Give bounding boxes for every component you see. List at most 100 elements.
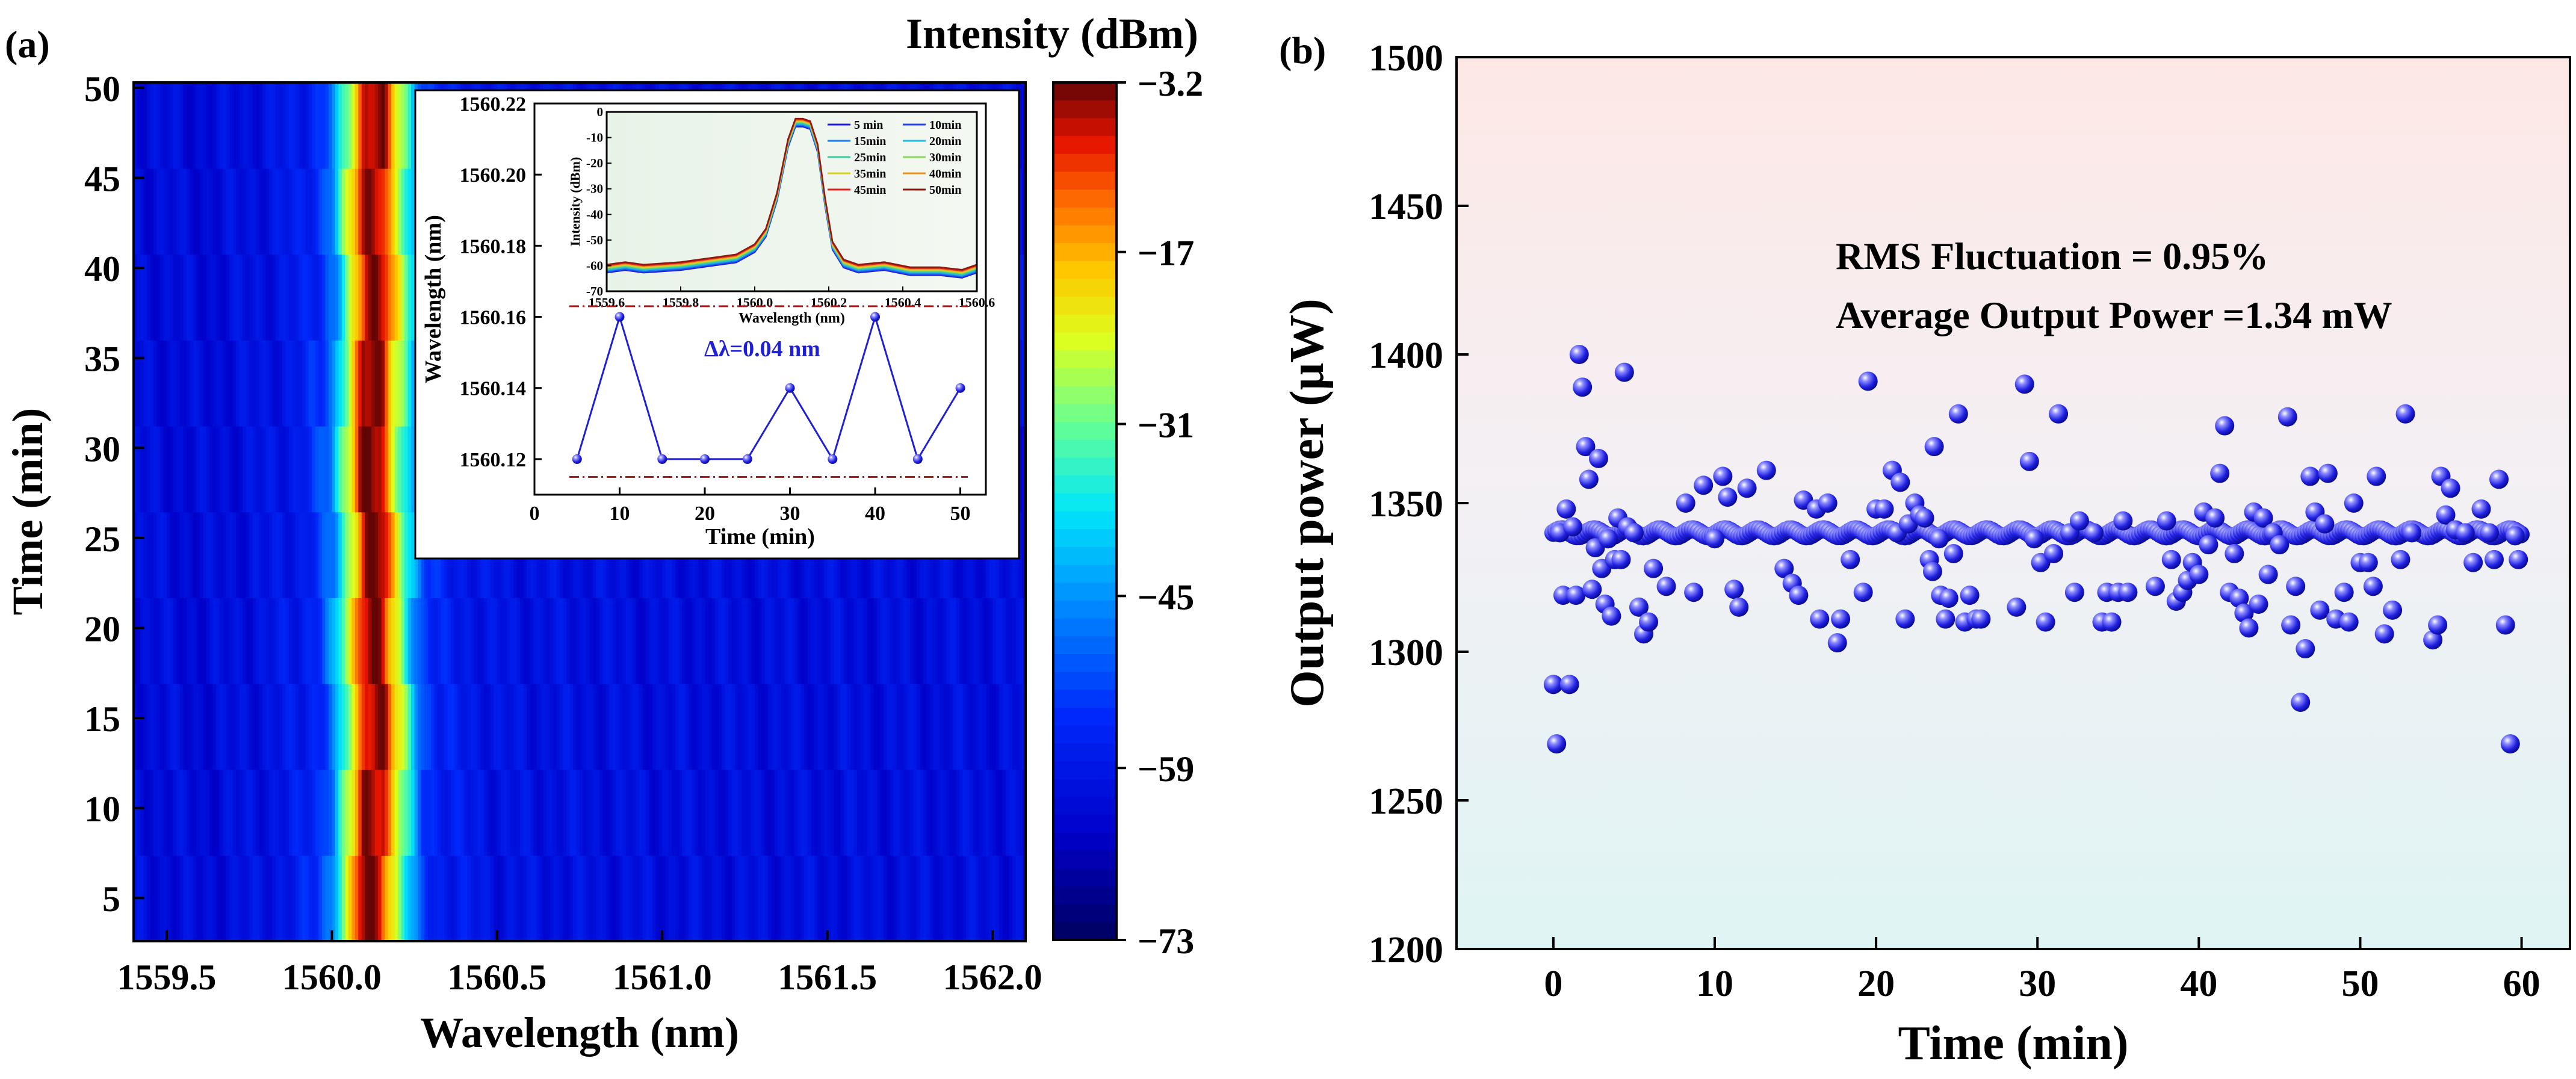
scatter-x-tick-label: 0 bbox=[1544, 963, 1562, 1004]
heatmap-cell bbox=[675, 598, 680, 684]
heatmap-cell bbox=[771, 855, 775, 941]
heatmap-cell bbox=[457, 769, 462, 856]
heatmap-cell bbox=[134, 769, 138, 856]
spectrum-legend-label: 40min bbox=[929, 167, 961, 181]
heatmap-cell bbox=[361, 855, 366, 941]
heatmap-cell bbox=[404, 769, 409, 856]
heatmap-cell bbox=[831, 855, 835, 941]
heatmap-cell bbox=[431, 598, 435, 684]
heatmap-cell bbox=[150, 168, 154, 255]
heatmap-cell bbox=[418, 769, 422, 856]
heatmap-cell bbox=[404, 855, 409, 941]
heatmap-cell bbox=[844, 683, 848, 770]
heatmap-cell bbox=[348, 769, 353, 856]
heatmap-cell bbox=[778, 598, 782, 684]
heatmap-cell bbox=[480, 769, 485, 856]
heatmap-cell bbox=[348, 254, 353, 341]
heatmap-cell bbox=[335, 855, 339, 941]
heatmap-cell bbox=[940, 598, 944, 684]
inset-wavelength-point bbox=[615, 312, 625, 322]
heatmap-cell bbox=[1019, 82, 1023, 169]
heatmap-cell bbox=[391, 683, 395, 770]
heatmap-cell bbox=[460, 769, 465, 856]
heatmap-cell bbox=[368, 254, 372, 341]
colorbar-segment bbox=[1053, 404, 1116, 422]
heatmap-cell bbox=[137, 340, 141, 427]
heatmap-cell bbox=[146, 512, 151, 598]
heatmap-cell bbox=[246, 254, 250, 341]
heatmap-cell bbox=[494, 769, 498, 856]
scatter-point bbox=[2239, 618, 2259, 638]
heatmap-cell bbox=[388, 512, 392, 598]
heatmap-cell bbox=[569, 769, 574, 856]
heatmap-cell bbox=[295, 683, 300, 770]
heatmap-cell bbox=[371, 855, 376, 941]
heatmap-cell bbox=[536, 855, 540, 941]
heatmap-cell bbox=[315, 855, 320, 941]
colorbar-segment bbox=[1053, 654, 1116, 673]
heatmap-cell bbox=[282, 168, 286, 255]
heatmap-cell bbox=[265, 855, 270, 941]
scatter-plot-background bbox=[1457, 57, 2570, 949]
heatmap-cell bbox=[252, 254, 256, 341]
heatmap-cell bbox=[480, 855, 485, 941]
heatmap-cell bbox=[685, 598, 689, 684]
heatmap-cell bbox=[463, 683, 468, 770]
heatmap-cell bbox=[754, 598, 759, 684]
heatmap-cell bbox=[893, 855, 897, 941]
scatter-point bbox=[2249, 594, 2268, 614]
heatmap-cell bbox=[556, 769, 560, 856]
heatmap-cell bbox=[166, 769, 171, 856]
heatmap-cell bbox=[969, 855, 973, 941]
heatmap-cell bbox=[163, 683, 167, 770]
heatmap-cell bbox=[669, 683, 673, 770]
heatmap-cell bbox=[199, 340, 204, 427]
heatmap-cell bbox=[992, 598, 997, 684]
heatmap-cell bbox=[288, 683, 293, 770]
heatmap-cell bbox=[394, 512, 398, 598]
heatmap-cell bbox=[599, 855, 604, 941]
heatmap-cell bbox=[159, 683, 164, 770]
heatmap-cell bbox=[797, 683, 802, 770]
heatmap-cell bbox=[834, 683, 838, 770]
heatmap-cell bbox=[355, 82, 359, 169]
heatmap-cell bbox=[183, 254, 187, 341]
heatmap-cell bbox=[315, 82, 320, 169]
heatmap-cell bbox=[995, 683, 1000, 770]
scatter-point bbox=[1573, 377, 1593, 397]
heatmap-cell bbox=[365, 168, 369, 255]
heatmap-cell bbox=[378, 425, 382, 513]
heatmap-cell bbox=[867, 769, 871, 856]
heatmap-cell bbox=[622, 769, 627, 856]
heatmap-cell bbox=[321, 340, 326, 427]
spectrum-x-tick-label: 1560.2 bbox=[811, 295, 847, 310]
heatmap-cell bbox=[190, 168, 194, 255]
heatmap-cell bbox=[137, 598, 141, 684]
heatmap-cell bbox=[203, 598, 207, 684]
heatmap-cell bbox=[516, 598, 521, 684]
heatmap-cell bbox=[193, 82, 197, 169]
heatmap-cell bbox=[285, 425, 289, 513]
heatmap-cell bbox=[791, 683, 795, 770]
heatmap-cell bbox=[929, 769, 934, 856]
heatmap-cell bbox=[236, 598, 240, 684]
heatmap-cell bbox=[302, 769, 306, 856]
heatmap-cell bbox=[1015, 769, 1020, 856]
heatmap-cell bbox=[500, 855, 504, 941]
heatmap-cell bbox=[814, 683, 818, 770]
heatmap-cell bbox=[299, 769, 303, 856]
heatmap-cell bbox=[279, 683, 283, 770]
heatmap-cell bbox=[272, 598, 276, 684]
heatmap-cell bbox=[797, 598, 802, 684]
inset-wavelength-frame bbox=[533, 102, 987, 496]
heatmap-cell bbox=[926, 769, 930, 856]
heatmap-cell bbox=[159, 425, 164, 513]
heatmap-cell bbox=[494, 683, 498, 770]
heatmap-cell bbox=[943, 598, 947, 684]
heatmap-cell bbox=[259, 683, 263, 770]
heatmap-cell bbox=[959, 769, 964, 856]
heatmap-cell bbox=[596, 769, 600, 856]
heatmap-cell bbox=[401, 254, 405, 341]
heatmap-cell bbox=[999, 598, 1003, 684]
heatmap-cell bbox=[398, 769, 402, 856]
